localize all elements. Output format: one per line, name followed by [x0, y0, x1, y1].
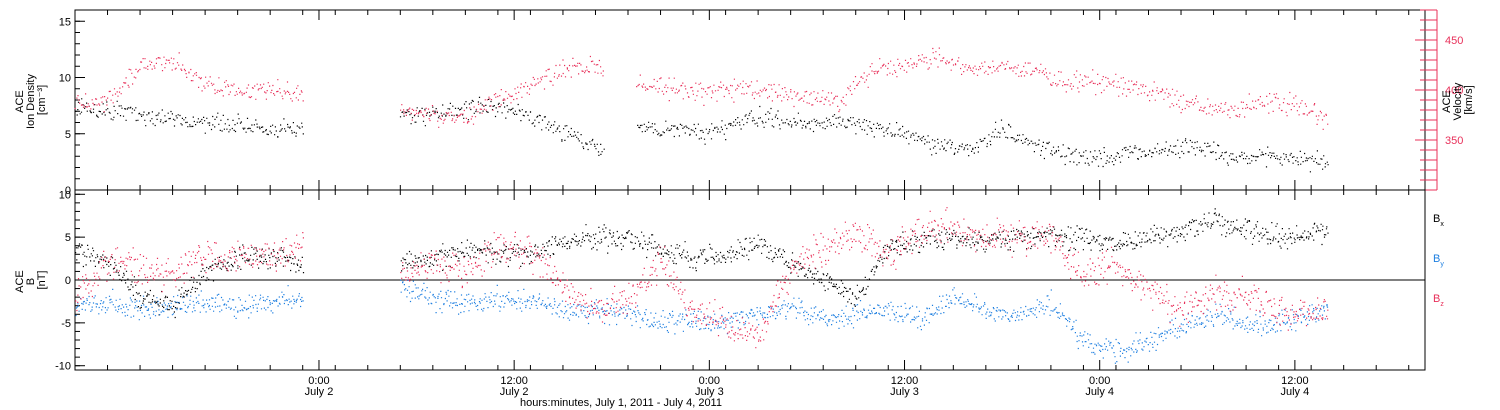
time-axis-caption: hours:minutes, July 1, 2011 - July 4, 20… [520, 397, 722, 409]
date-tick-label: July 3 [695, 386, 724, 398]
velocity-label-line3: [km/s] [1463, 85, 1475, 114]
y-tick-label: 350 [1445, 135, 1463, 147]
velocity-axis-label: ACE Velocity [km/s] [1441, 80, 1475, 121]
legend-bz: Bz [1433, 293, 1444, 308]
b-label-line3: [nT] [36, 271, 48, 290]
velocity-label-line2: Velocity [1452, 82, 1464, 120]
y-tick-label: 5 [65, 129, 71, 141]
magnetic-time-ticks [74, 190, 1410, 370]
b-label-line2: B [25, 278, 37, 285]
time-tick-label: 12:00 [1281, 375, 1309, 387]
legend-by: By [1433, 253, 1444, 268]
plasma-data-points [74, 47, 1329, 173]
y-tick-label: 10 [59, 73, 71, 85]
legend-bx: Bx [1433, 213, 1444, 228]
time-tick-label: 0:00 [699, 375, 720, 387]
velocity-label-line1: ACE [1441, 90, 1453, 113]
bz-points [75, 207, 1329, 349]
date-tick-label: July 3 [890, 386, 919, 398]
density-axis-label: ACE Ion Density [cm⁻³] [14, 71, 48, 129]
date-tick-label: July 4 [1085, 386, 1114, 398]
b-axis-label: ACE B [nT] [14, 267, 48, 293]
by-points [75, 279, 1329, 364]
velocity-axis-ticks: 350 400 450 [1415, 9, 1463, 191]
bx-points [75, 208, 1329, 319]
legend-by-sub: y [1440, 261, 1444, 268]
legend-bx-main: B [1433, 213, 1440, 225]
y-tick-label: 15 [59, 16, 71, 28]
magnetic-field-panel: -10 -5 0 5 10 ACE B [nT] Bx By Bz [14, 189, 1444, 372]
time-tick-label: 0:00 [308, 375, 329, 387]
legend-bz-sub: z [1440, 301, 1444, 308]
b-label-line1: ACE [14, 270, 26, 293]
time-tick-label: 0:00 [1089, 375, 1110, 387]
y-tick-label: 5 [65, 232, 71, 244]
time-tick-label: 12:00 [891, 375, 919, 387]
legend-bx-sub: x [1440, 221, 1444, 228]
y-tick-label: 0 [65, 275, 71, 287]
y-tick-label: 400 [1445, 85, 1463, 97]
time-tick-label: 12:00 [500, 375, 528, 387]
date-tick-label: July 4 [1281, 386, 1310, 398]
magnetic-data-points [75, 207, 1329, 364]
plasma-time-ticks [74, 10, 1410, 190]
y-tick-label: 10 [59, 189, 71, 201]
y-tick-label: 0 [65, 185, 71, 197]
density-label-line2: Ion Density [25, 74, 37, 130]
density-axis-ticks: 0 5 10 15 [59, 9, 85, 197]
series-points [75, 96, 1329, 173]
y-tick-label: -10 [55, 361, 71, 373]
y-tick-label: 450 [1445, 35, 1463, 47]
legend-by-main: B [1433, 253, 1440, 265]
series-points [74, 47, 1329, 130]
density-label-line3: [cm⁻³] [36, 85, 48, 115]
date-tick-label: July 2 [500, 386, 529, 398]
date-tick-label: July 2 [305, 386, 334, 398]
plasma-panel-frame [74, 9, 1426, 191]
b-axis-ticks: -10 -5 0 5 10 [55, 189, 85, 373]
density-label-line1: ACE [14, 90, 26, 113]
series-legend: Bx By Bz [1433, 213, 1444, 308]
legend-bz-main: B [1433, 293, 1440, 305]
y-tick-label: -5 [61, 318, 71, 330]
